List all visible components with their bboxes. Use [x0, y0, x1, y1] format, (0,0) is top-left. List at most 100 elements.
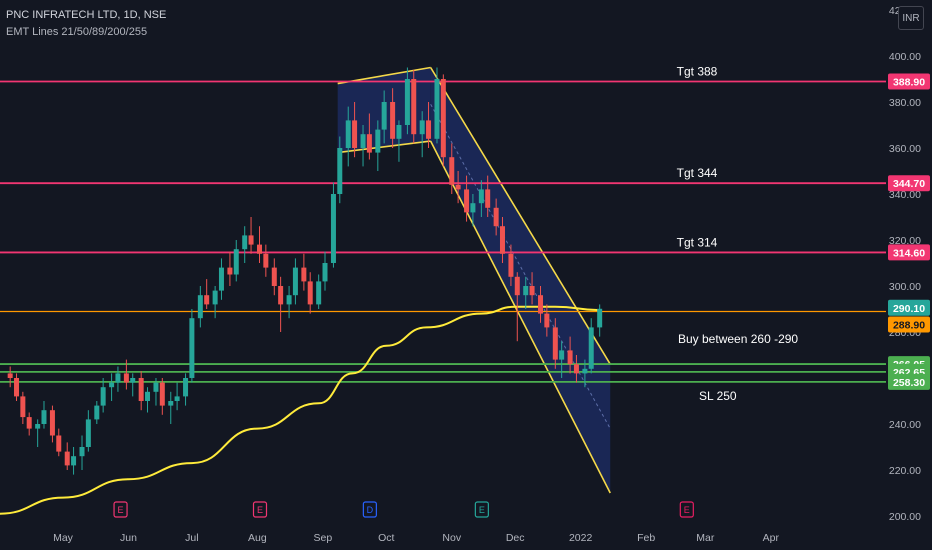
- candle-body: [257, 244, 262, 254]
- event-marker-label: E: [118, 505, 124, 515]
- candle-body: [41, 410, 47, 424]
- candle: [330, 182, 336, 268]
- candle: [49, 405, 55, 443]
- price-tick-label: 200.00: [889, 511, 921, 523]
- candle-body: [440, 79, 446, 158]
- candle: [449, 143, 455, 194]
- candle: [153, 378, 159, 406]
- currency-button[interactable]: INR: [898, 6, 924, 30]
- price-tag-label: 344.70: [893, 178, 925, 190]
- candle: [552, 318, 558, 369]
- price-tag[interactable]: 344.70: [888, 175, 930, 192]
- event-marker-bg: [474, 501, 489, 518]
- candle-body: [375, 129, 381, 153]
- candle-body: [316, 281, 322, 305]
- candles-layer: [7, 67, 603, 475]
- target-label: Tgt 314: [677, 235, 718, 249]
- candle-body: [263, 253, 269, 268]
- price-tag[interactable]: 314.60: [888, 244, 930, 261]
- price-tag[interactable]: 388.90: [888, 73, 930, 90]
- candle-body: [411, 79, 417, 135]
- candle-body: [493, 207, 499, 227]
- event-marker[interactable]: D: [362, 501, 377, 518]
- event-marker-bg: [362, 501, 377, 518]
- price-tag-label: 388.90: [893, 77, 925, 89]
- candle: [7, 366, 13, 388]
- candle-body: [56, 435, 62, 452]
- candle-body: [227, 267, 233, 275]
- candle-body: [390, 102, 396, 139]
- candle-body: [49, 410, 55, 436]
- candle-body: [597, 308, 603, 328]
- event-marker-label: E: [479, 505, 485, 515]
- candle-body: [330, 194, 336, 263]
- candle: [138, 371, 144, 411]
- candle: [582, 359, 588, 388]
- candle: [316, 274, 322, 309]
- price-tag-bg: [888, 73, 930, 90]
- falling-upper-line: [429, 67, 611, 365]
- price-tag-label: 314.60: [893, 247, 925, 259]
- candle: [381, 90, 387, 144]
- price-axis[interactable]: 200.00220.00240.00260.00280.00300.00320.…: [886, 0, 932, 550]
- time-tick-label: May: [53, 532, 74, 544]
- candle: [538, 286, 544, 323]
- candle: [523, 276, 529, 309]
- candle-body: [64, 451, 70, 466]
- event-marker-label: E: [684, 505, 690, 515]
- falling-lower-line: [429, 140, 611, 494]
- price-tag[interactable]: 288.90: [888, 316, 930, 333]
- candle-body: [85, 419, 91, 447]
- candle-body: [242, 235, 248, 250]
- time-axis[interactable]: May Jun Jul Aug Sep Oct Nov Dec 2022 Feb Mar Apr: [0, 526, 886, 550]
- event-marker[interactable]: E: [113, 501, 128, 518]
- candle: [271, 258, 277, 296]
- candle-body: [248, 235, 254, 245]
- candle: [257, 226, 262, 263]
- time-tick-label: Apr: [763, 532, 780, 544]
- candle: [544, 304, 550, 337]
- candle-body: [352, 120, 358, 148]
- time-tick-label: Mar: [696, 532, 715, 544]
- candle-body: [26, 417, 32, 429]
- time-tick-label: Jul: [185, 532, 198, 544]
- candle-body: [514, 276, 520, 296]
- ema-layer: [0, 305, 600, 515]
- price-tag-label: 258.30: [893, 377, 925, 389]
- time-tick-label: Oct: [378, 532, 394, 544]
- time-tick-label: Jun: [120, 532, 137, 544]
- candle-body: [485, 189, 491, 208]
- candle-body: [307, 281, 313, 305]
- candle: [227, 251, 233, 286]
- candle-body: [552, 327, 558, 360]
- price-tick-label: 320.00: [889, 235, 921, 247]
- price-tag-bg: [888, 373, 930, 390]
- candle-body: [322, 263, 328, 282]
- candle-body: [159, 382, 165, 406]
- candle: [174, 382, 180, 411]
- price-tag[interactable]: 290.10: [888, 299, 930, 316]
- candle-body: [360, 134, 366, 148]
- candle-body: [153, 382, 159, 392]
- candle-body: [396, 125, 402, 139]
- candle: [85, 410, 91, 452]
- candle-body: [20, 396, 26, 418]
- price-tag[interactable]: 258.30: [888, 373, 930, 390]
- event-marker[interactable]: E: [679, 501, 694, 518]
- candle: [189, 309, 195, 383]
- candle: [301, 253, 307, 291]
- price-tag-bg: [888, 244, 930, 261]
- candle: [573, 355, 579, 383]
- candle: [145, 387, 151, 413]
- candle-body: [278, 286, 284, 305]
- candle-body: [189, 318, 195, 378]
- candle: [168, 391, 174, 424]
- event-marker-bg: [113, 501, 128, 518]
- time-tick-label: Aug: [248, 532, 267, 544]
- event-marker[interactable]: E: [252, 501, 268, 518]
- event-marker[interactable]: E: [474, 501, 489, 518]
- candle: [529, 272, 535, 305]
- candle: [286, 286, 292, 319]
- candle-body: [79, 447, 85, 457]
